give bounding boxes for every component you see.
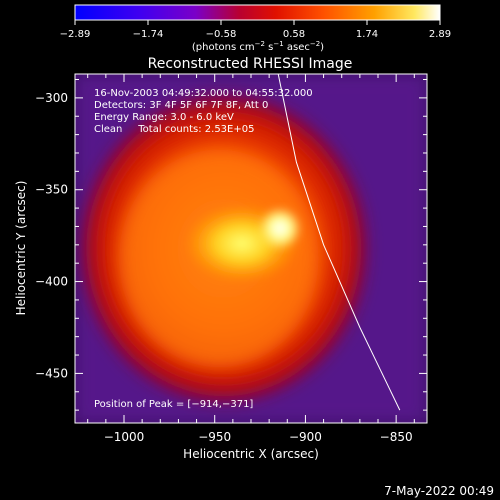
- colorbar-tick-label: −1.74: [133, 29, 164, 40]
- colorbar-tick-label: −0.58: [206, 29, 237, 40]
- peak-marker: [258, 206, 302, 251]
- colorbar-tick-label: −2.89: [60, 29, 91, 40]
- y-tick-label: −300: [35, 91, 68, 105]
- colorbar-unit-label: (photons cm−2 s−1 asec−2): [192, 40, 324, 53]
- annotation-energy-range: Energy Range: 3.0 - 6.0 keV: [94, 112, 234, 123]
- chart-title: Reconstructed RHESSI Image: [148, 56, 353, 72]
- colorbar-tick-label: 0.58: [283, 29, 305, 40]
- y-axis-label: Heliocentric Y (arcsec): [14, 181, 28, 316]
- colorbar: [74, 4, 441, 21]
- x-axis-label: Heliocentric X (arcsec): [183, 447, 319, 461]
- x-tick-label: −950: [198, 430, 231, 444]
- x-tick-label: −900: [289, 430, 322, 444]
- x-tick-label: −1000: [104, 430, 145, 444]
- axis-ticks: [75, 74, 427, 423]
- y-tick-label: −450: [35, 366, 68, 380]
- footer-timestamp: 7-May-2022 00:49: [384, 484, 494, 498]
- colorbar-tick-label: 2.89: [429, 29, 451, 40]
- solar-limb-line: [277, 74, 401, 411]
- x-tick-label: −850: [380, 430, 413, 444]
- annotation-clean-counts: Clean Total counts: 2.53E+05: [94, 124, 254, 135]
- annotation-time-range: 16-Nov-2003 04:49:32.000 to 04:55:32.000: [94, 88, 313, 99]
- heatmap-image: [75, 74, 427, 423]
- annotation-detectors: Detectors: 3F 4F 5F 6F 7F 8F, Att 0: [94, 100, 268, 111]
- y-tick-label: −400: [35, 275, 68, 289]
- peak-position-label: Position of Peak = [−914,−371]: [94, 399, 253, 410]
- colorbar-ticks: [74, 20, 441, 25]
- colorbar-tick-label: 1.74: [356, 29, 378, 40]
- y-tick-label: −350: [35, 183, 68, 197]
